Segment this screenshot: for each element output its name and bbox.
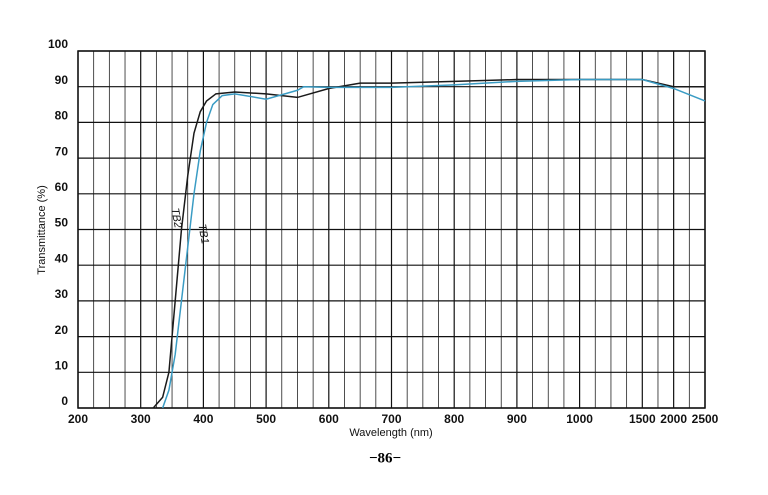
line-series [161,78,706,409]
line-series [152,78,705,409]
y-axis-title: Transmittance (%) [36,185,48,274]
y-tick-label: 80 [55,109,69,123]
y-tick-label: 20 [55,323,69,337]
y-tick-label: 100 [48,37,68,51]
y-tick-label: 60 [55,180,69,194]
y-tick-label: 50 [55,216,69,230]
y-tick-label: 70 [55,144,69,158]
x-tick-label: 400 [193,412,213,426]
x-tick-label: 200 [68,412,88,426]
y-tick-label: 40 [55,251,69,265]
x-tick-label: 2500 [692,412,719,426]
x-tick-label: 700 [381,412,401,426]
y-tick-label: 10 [55,358,69,372]
y-tick-label: 90 [55,73,69,87]
page-number: −86− [369,450,401,466]
x-axis-title: Wavelength (nm) [349,427,432,439]
x-tick-label: 2000 [660,412,687,426]
x-tick-label: 800 [444,412,464,426]
series-label: TB1 [195,223,210,245]
x-tick-label: 600 [319,412,339,426]
plot-frame [77,50,706,409]
series-label: TB2 [168,207,183,229]
x-tick-label: 900 [507,412,527,426]
x-tick-label: 300 [131,412,151,426]
y-tick-label: 30 [55,287,69,301]
x-tick-label: 500 [256,412,276,426]
y-tick-label: 0 [61,394,68,408]
x-tick-label: 1500 [629,412,656,426]
x-tick-label: 1000 [566,412,593,426]
